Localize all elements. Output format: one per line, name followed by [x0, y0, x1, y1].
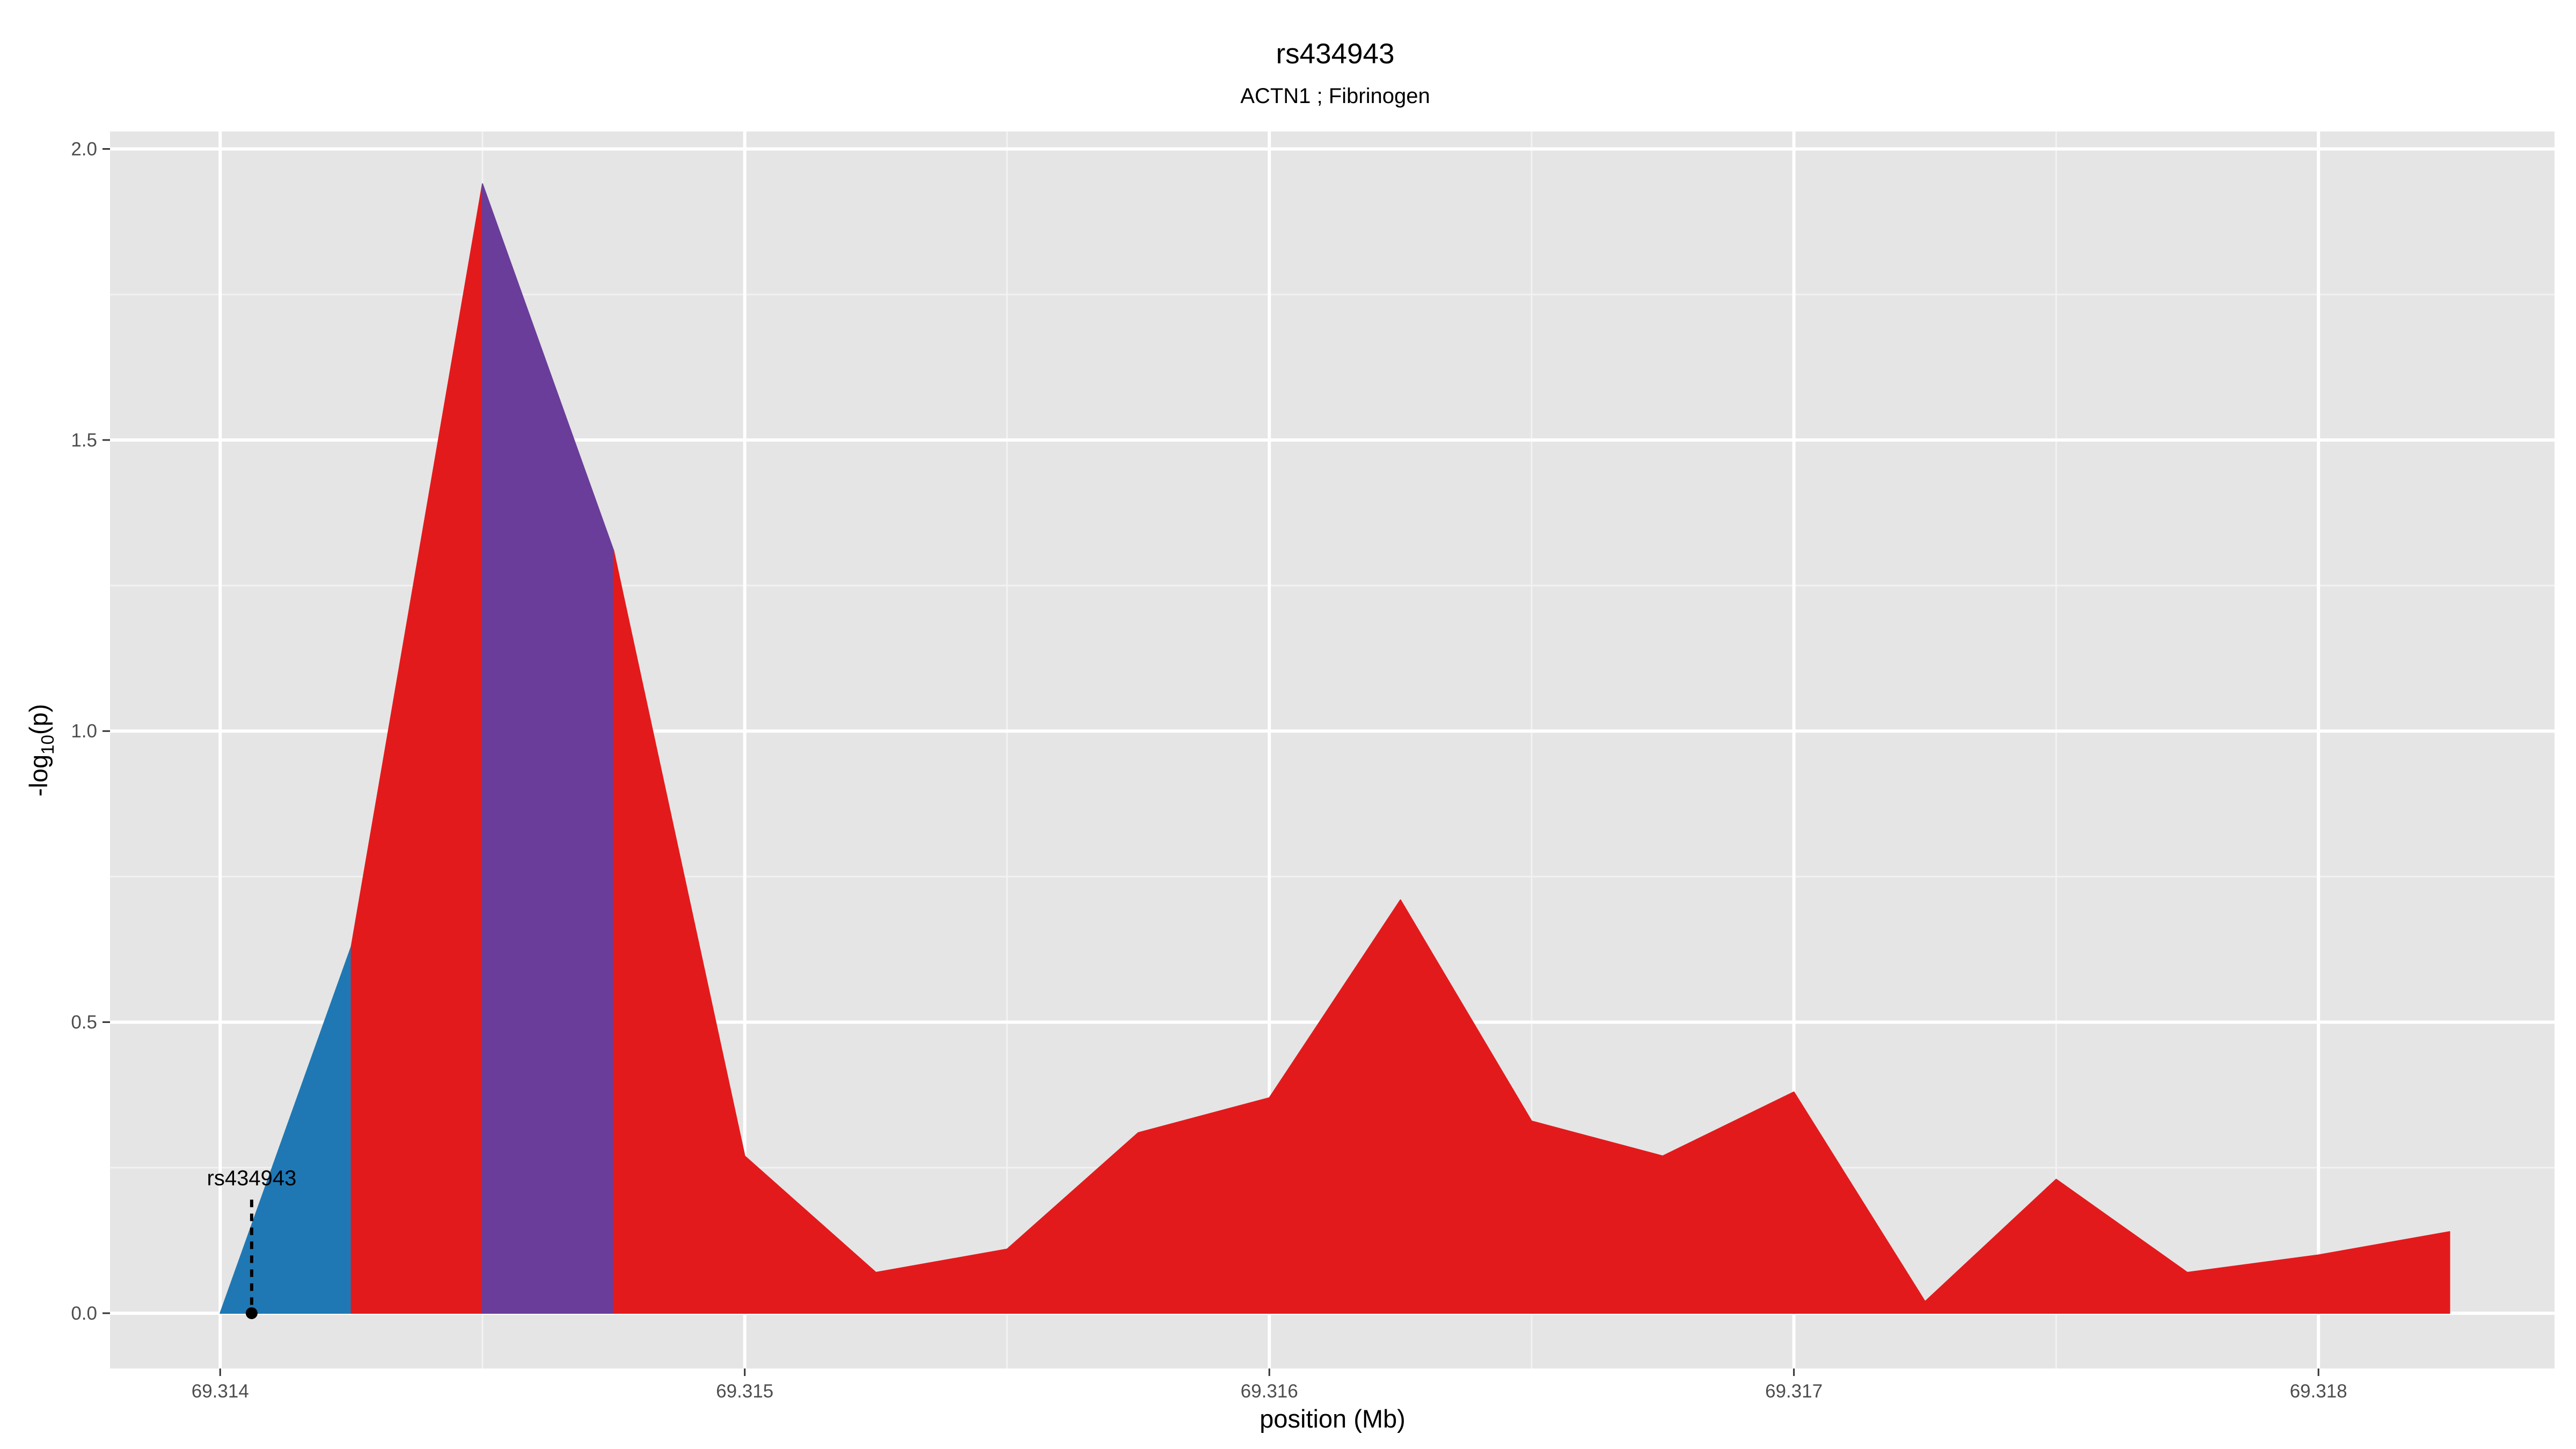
x-tick-label: 69.314 [192, 1381, 249, 1402]
chart-subtitle: ACTN1 ; Fibrinogen [1240, 84, 1430, 108]
area-segment [613, 550, 2450, 1314]
x-tick-label: 69.317 [1765, 1381, 1823, 1402]
area-series [219, 183, 2450, 1314]
x-tick-label: 69.315 [716, 1381, 773, 1402]
y-axis-title-main: -log [24, 755, 53, 796]
y-tick-label: 1.0 [71, 721, 97, 742]
snp-point [245, 1307, 258, 1319]
chart-title: rs434943 [1276, 38, 1394, 70]
x-axis-ticks: 69.314 69.315 69.316 69.317 69.318 [192, 1368, 2347, 1402]
snp-annotation: rs434943 [207, 1166, 297, 1319]
y-tick-label: 2.0 [71, 139, 97, 160]
x-tick-label: 69.318 [2290, 1381, 2347, 1402]
y-axis-title-subscript: 10 [38, 735, 57, 755]
y-tick-label: 0.0 [71, 1303, 97, 1324]
y-tick-label: 1.5 [71, 430, 97, 451]
x-axis-title: position (Mb) [1260, 1404, 1406, 1433]
y-axis-ticks: 0.0 0.5 1.0 1.5 2.0 [71, 139, 110, 1324]
y-axis-title: -log10(p) [24, 704, 57, 797]
x-tick-label: 69.316 [1241, 1381, 1298, 1402]
y-tick-label: 0.5 [71, 1012, 97, 1033]
snp-label: rs434943 [207, 1166, 297, 1190]
y-axis-title-tail: (p) [24, 704, 53, 735]
